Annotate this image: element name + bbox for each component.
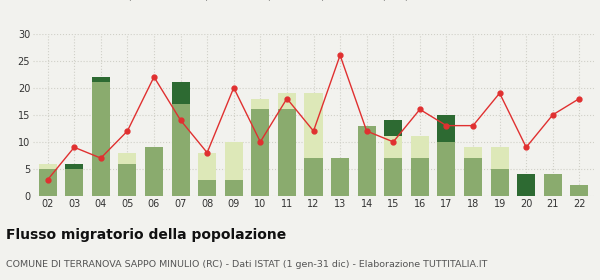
Bar bbox=[437, 142, 455, 196]
Bar bbox=[145, 147, 163, 196]
Bar bbox=[38, 164, 56, 169]
Bar bbox=[491, 147, 509, 169]
Bar bbox=[65, 164, 83, 169]
Bar bbox=[464, 158, 482, 196]
Bar bbox=[172, 104, 190, 196]
Bar bbox=[172, 82, 190, 104]
Bar bbox=[384, 120, 403, 136]
Bar bbox=[118, 164, 136, 196]
Bar bbox=[278, 109, 296, 196]
Legend: Iscritti (da altri comuni), Iscritti (dall'estero), Iscritti (altri), Cancellati: Iscritti (da altri comuni), Iscritti (da… bbox=[75, 0, 552, 4]
Bar bbox=[304, 158, 323, 196]
Bar bbox=[224, 142, 243, 180]
Bar bbox=[517, 174, 535, 196]
Bar bbox=[358, 126, 376, 196]
Bar bbox=[92, 77, 110, 82]
Bar bbox=[384, 136, 403, 158]
Bar bbox=[65, 169, 83, 196]
Text: Flusso migratorio della popolazione: Flusso migratorio della popolazione bbox=[6, 228, 286, 242]
Bar bbox=[384, 158, 403, 196]
Bar bbox=[464, 147, 482, 158]
Bar bbox=[491, 169, 509, 196]
Bar bbox=[38, 169, 56, 196]
Bar bbox=[304, 93, 323, 158]
Bar bbox=[544, 174, 562, 196]
Bar bbox=[198, 153, 216, 180]
Bar bbox=[331, 158, 349, 196]
Bar bbox=[411, 136, 429, 158]
Bar bbox=[118, 153, 136, 164]
Text: COMUNE DI TERRANOVA SAPPO MINULIO (RC) - Dati ISTAT (1 gen-31 dic) - Elaborazion: COMUNE DI TERRANOVA SAPPO MINULIO (RC) -… bbox=[6, 260, 487, 269]
Bar bbox=[278, 93, 296, 109]
Bar bbox=[251, 99, 269, 109]
Bar bbox=[571, 185, 589, 196]
Bar bbox=[251, 109, 269, 196]
Bar bbox=[411, 158, 429, 196]
Bar bbox=[198, 180, 216, 196]
Bar bbox=[92, 82, 110, 196]
Bar bbox=[437, 115, 455, 142]
Bar bbox=[224, 180, 243, 196]
